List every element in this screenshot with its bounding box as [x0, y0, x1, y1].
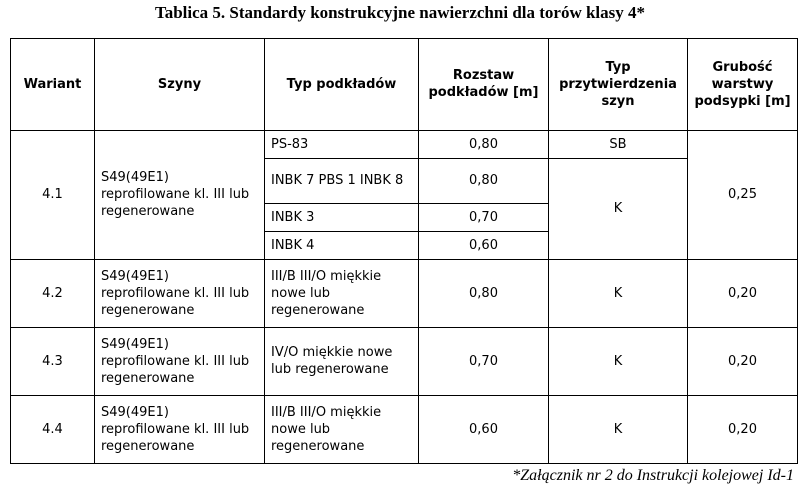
- table-row: 4.3 S49(49E1) reprofilowane kl. III lub …: [10, 326, 798, 396]
- cell-grubosc: 0,20: [687, 258, 798, 328]
- cell-rozstaw: 0,70: [418, 326, 549, 396]
- cell-rozstaw: 0,60: [418, 230, 549, 260]
- cell-szyny: S49(49E1) reprofilowane kl. III lub rege…: [94, 326, 265, 396]
- cell-podklady: III/B III/O miękkie nowe lub regenerowan…: [264, 258, 419, 328]
- cell-rozstaw: 0,80: [418, 157, 549, 205]
- table-row: INBK 7 PBS 1 INBK 8 0,80 K: [11, 157, 798, 260]
- cell-grubosc: 0,25: [687, 129, 798, 260]
- cell-przytwierdzenie: K: [548, 258, 688, 328]
- table-row: INBK 4 0,60: [11, 230, 798, 260]
- table-row: 4.1 S49(49E1) reprofilowane kl. III lub …: [10, 129, 798, 260]
- cell-przytwierdzenie: K: [548, 326, 688, 396]
- header-typ-podkladow: Typ podkładów: [264, 38, 419, 131]
- header-grubosc: Grubość warstwy podsypki [m]: [687, 38, 798, 131]
- header-rozstaw: Rozstaw podkładów [m]: [418, 38, 549, 131]
- standards-table: Wariant Szyny Typ podkładów Rozstaw podk…: [10, 38, 798, 465]
- cell-rozstaw: 0,70: [418, 203, 549, 232]
- cell-rozstaw: 0,80: [418, 129, 549, 159]
- header-row: Wariant Szyny Typ podkładów Rozstaw podk…: [10, 38, 798, 131]
- cell-szyny: S49(49E1) reprofilowane kl. III lub rege…: [94, 394, 265, 465]
- footnote: *Załącznik nr 2 do Instrukcji kolejowej …: [512, 467, 794, 484]
- header-wariant: Wariant: [10, 38, 95, 131]
- header-szyny: Szyny: [94, 38, 265, 131]
- cell-podklady: PS-83: [264, 129, 419, 159]
- cell-wariant: 4.4: [10, 394, 95, 465]
- table-row: 4.2 S49(49E1) reprofilowane kl. III lub …: [10, 258, 798, 328]
- cell-podklady: INBK 4: [264, 230, 419, 260]
- cell-rozstaw: 0,60: [418, 394, 549, 465]
- cell-podklady: INBK 3: [264, 203, 419, 232]
- cell-szyny: S49(49E1) reprofilowane kl. III lub rege…: [94, 129, 265, 260]
- cell-podklady: IV/O miękkie nowe lub regenerowane: [264, 326, 419, 396]
- cell-podklady: III/B III/O miękkie nowe lub regenerowan…: [264, 394, 419, 465]
- cell-przytwierdzenie: K: [548, 157, 688, 260]
- cell-przytwierdzenie: SB: [548, 129, 688, 159]
- table-caption: Tablica 5. Standardy konstrukcyjne nawie…: [154, 3, 646, 22]
- cell-podklady: INBK 7 PBS 1 INBK 8: [264, 157, 419, 205]
- cell-wariant: 4.2: [10, 258, 95, 328]
- cell-szyny: S49(49E1) reprofilowane kl. III lub rege…: [94, 258, 265, 328]
- cell-grubosc: 0,20: [687, 394, 798, 465]
- cell-wariant: 4.3: [10, 326, 95, 396]
- table-row: 4.4 S49(49E1) reprofilowane kl. III lub …: [10, 394, 798, 465]
- cell-wariant: 4.1: [10, 129, 95, 260]
- header-typ-przytwierdzenia: Typ przytwierdzenia szyn: [548, 38, 688, 131]
- cell-przytwierdzenie: K: [548, 394, 688, 465]
- cell-grubosc: 0,20: [687, 326, 798, 396]
- cell-rozstaw: 0,80: [418, 258, 549, 328]
